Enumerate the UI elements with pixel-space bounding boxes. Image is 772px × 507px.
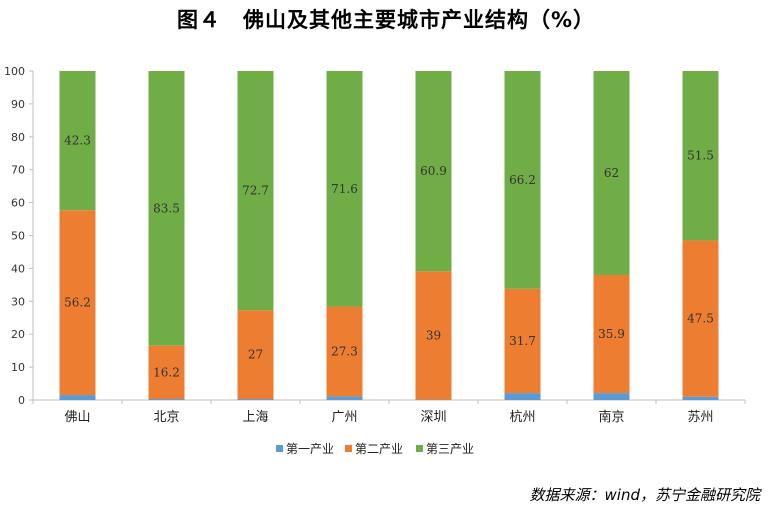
y-tick-label: 0 bbox=[18, 394, 25, 407]
data-label: 51.5 bbox=[687, 149, 714, 163]
bar-segment bbox=[326, 71, 363, 307]
x-category-label: 佛山 bbox=[64, 410, 90, 425]
y-tick-label: 10 bbox=[11, 361, 25, 374]
bar-segment bbox=[148, 399, 185, 400]
bar-segment bbox=[415, 71, 452, 272]
x-category-label: 上海 bbox=[242, 410, 268, 425]
y-tick-label: 70 bbox=[11, 164, 25, 177]
x-category-label: 广州 bbox=[331, 410, 357, 425]
data-label: 71.6 bbox=[331, 182, 358, 196]
y-tick-label: 60 bbox=[11, 197, 25, 210]
y-tick-label: 30 bbox=[11, 295, 25, 308]
bars: 56.2 42.3 16.2 83.5 27 72.7 27.3 71.6 39 60.9 31.7… bbox=[59, 71, 719, 400]
bar-segment bbox=[59, 71, 96, 211]
legend-swatch bbox=[345, 445, 352, 452]
y-tick-label: 100 bbox=[4, 65, 25, 78]
y-tick-label: 90 bbox=[11, 98, 25, 111]
data-label: 66.2 bbox=[509, 173, 536, 187]
bar-segment bbox=[593, 274, 630, 394]
data-label: 62 bbox=[604, 166, 619, 180]
data-label: 16.2 bbox=[153, 365, 180, 379]
y-tick-label: 50 bbox=[11, 230, 25, 243]
y-tick-label: 20 bbox=[11, 328, 25, 341]
data-label: 60.9 bbox=[420, 164, 447, 178]
chart-title: 图４ 佛山及其他主要城市产业结构（%） bbox=[176, 8, 596, 32]
data-label: 27 bbox=[248, 348, 263, 362]
y-tick-label: 80 bbox=[11, 131, 25, 144]
x-category-label: 北京 bbox=[153, 410, 179, 425]
data-label: 39 bbox=[426, 329, 441, 343]
x-category-label: 苏州 bbox=[687, 409, 713, 425]
legend-label: 第三产业 bbox=[426, 442, 474, 456]
x-category-label: 南京 bbox=[598, 409, 624, 425]
data-label: 72.7 bbox=[242, 184, 269, 198]
bar-segment bbox=[237, 399, 274, 400]
legend: 第一产业 第二产业 第三产业 bbox=[276, 442, 474, 456]
x-category-label: 深圳 bbox=[420, 410, 446, 425]
data-source-note: 数据来源：wind，苏宁金融研究院 bbox=[529, 486, 760, 504]
bar-segment bbox=[593, 71, 630, 275]
data-label: 35.9 bbox=[598, 327, 625, 341]
bar-segment bbox=[59, 395, 96, 400]
legend-swatch bbox=[276, 445, 283, 452]
bar-segment bbox=[415, 271, 452, 400]
bar-segment bbox=[237, 310, 274, 400]
bar-segment bbox=[682, 396, 719, 400]
bar-segment bbox=[148, 71, 185, 346]
legend-label: 第一产业 bbox=[286, 442, 334, 456]
y-tick-label: 40 bbox=[11, 262, 25, 275]
bar-segment bbox=[593, 393, 630, 400]
bar-segment bbox=[504, 393, 541, 400]
data-label: 27.3 bbox=[331, 344, 358, 358]
data-label: 56.2 bbox=[64, 296, 91, 310]
bar-segment bbox=[326, 306, 363, 397]
data-label: 31.7 bbox=[509, 334, 536, 348]
bar-segment bbox=[682, 240, 719, 397]
bar-segment bbox=[237, 71, 274, 311]
legend-swatch bbox=[416, 445, 423, 452]
data-label: 42.3 bbox=[64, 134, 91, 148]
bar-segment bbox=[148, 345, 185, 400]
data-label: 47.5 bbox=[687, 312, 714, 326]
x-category-label: 杭州 bbox=[509, 410, 535, 425]
bar-segment bbox=[504, 288, 541, 394]
bar-segment bbox=[682, 71, 719, 241]
axes: 0 10 20 30 40 50 60 70 80 90 100 佛山 北京 上海 广州 深圳 杭州 南京 苏州 bbox=[4, 65, 746, 425]
bar-segment bbox=[59, 210, 96, 396]
legend-label: 第二产业 bbox=[355, 442, 403, 456]
data-label: 83.5 bbox=[153, 201, 180, 215]
bar-segment bbox=[326, 396, 363, 400]
bar-segment bbox=[504, 71, 541, 289]
